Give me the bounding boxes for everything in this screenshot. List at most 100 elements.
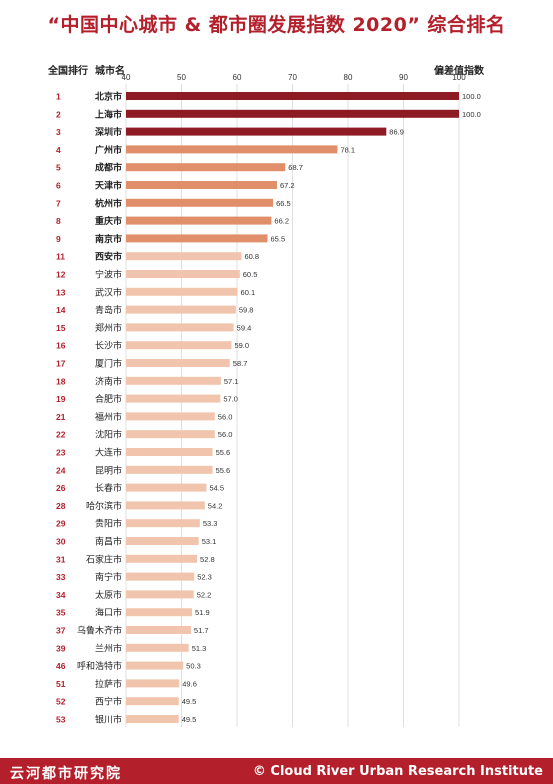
bar: [126, 430, 215, 439]
rank-label: 23: [56, 448, 66, 458]
bar: [126, 109, 459, 118]
city-label: 哈尔滨市: [86, 500, 122, 512]
value-label: 67.2: [280, 181, 295, 190]
bar: [126, 198, 274, 207]
x-tick-label: 70: [288, 73, 297, 82]
value-label: 56.0: [218, 412, 233, 421]
value-label: 52.3: [197, 573, 212, 582]
rank-label: 2: [56, 109, 61, 119]
bar: [126, 287, 238, 296]
value-label: 52.8: [200, 555, 215, 564]
rank-label: 12: [56, 270, 66, 280]
value-label: 49.5: [182, 715, 197, 724]
bar: [126, 679, 180, 688]
rank-label: 37: [56, 626, 66, 636]
rank-label: 3: [56, 127, 61, 137]
bar: [126, 181, 277, 189]
rank-label: 4: [56, 145, 61, 155]
city-label: 乌鲁木齐市: [77, 625, 122, 637]
value-label: 51.9: [195, 608, 210, 617]
footer-bar: 云河都市研究院 © Cloud River Urban Research Ins…: [0, 758, 553, 784]
value-label: 55.6: [216, 466, 231, 475]
bar: [126, 252, 242, 261]
city-label: 海口市: [95, 607, 122, 619]
value-label: 51.3: [192, 644, 207, 653]
bar: [126, 92, 459, 100]
city-label: 西宁市: [95, 696, 122, 708]
city-label: 杭州市: [95, 197, 122, 209]
value-label: 59.8: [239, 306, 254, 315]
city-label: 宁波市: [95, 269, 122, 281]
value-label: 100.0: [462, 92, 481, 101]
city-label: 贵阳市: [95, 518, 122, 530]
bar: [126, 465, 213, 474]
city-label: 昆明市: [95, 464, 122, 476]
value-label: 60.8: [244, 252, 259, 261]
city-label: 北京市: [95, 91, 122, 103]
rank-label: 22: [56, 430, 66, 440]
bar: [126, 519, 200, 528]
bar: [126, 341, 232, 350]
rank-label: 5: [56, 163, 61, 173]
city-label: 大连市: [95, 447, 122, 459]
value-label: 53.1: [202, 537, 217, 546]
value-label: 66.2: [274, 217, 289, 226]
chart-title: “中国中心城市 & 都市圈发展指数 2020” 综合排名: [47, 14, 506, 36]
bar: [126, 270, 240, 278]
value-label: 51.7: [194, 626, 209, 635]
bar: [126, 127, 387, 136]
city-column-header: 城市名: [95, 66, 125, 77]
bar: [126, 626, 191, 634]
rank-label: 29: [56, 519, 66, 529]
rank-label: 35: [56, 608, 66, 618]
rank-label: 53: [56, 715, 66, 725]
city-label: 拉萨市: [95, 678, 122, 690]
value-label: 68.7: [288, 163, 303, 172]
value-label: 49.6: [182, 679, 197, 688]
value-label: 53.3: [203, 519, 218, 528]
value-label: 65.5: [271, 234, 286, 243]
rank-label: 16: [56, 341, 66, 351]
city-label: 合肥市: [95, 393, 122, 405]
bar: [126, 394, 221, 403]
city-label: 济南市: [95, 375, 122, 387]
city-label: 武汉市: [95, 286, 122, 298]
value-label: 57.0: [223, 395, 238, 404]
city-label: 上海市: [95, 108, 122, 120]
city-label: 沈阳市: [95, 429, 122, 441]
value-label: 78.1: [340, 145, 355, 154]
rank-label: 34: [56, 590, 66, 600]
value-label: 100.0: [462, 110, 481, 119]
bar: [126, 305, 236, 314]
bar: [126, 412, 215, 421]
city-label: 重庆市: [95, 215, 122, 227]
city-label: 石家庄市: [86, 553, 122, 565]
rank-label: 1: [56, 92, 61, 102]
city-label: 厦门市: [95, 358, 122, 370]
value-label: 56.0: [218, 430, 233, 439]
rank-label: 19: [56, 394, 66, 404]
value-label: 60.1: [241, 288, 256, 297]
bar: [126, 697, 179, 706]
rank-label: 24: [56, 465, 66, 475]
rank-label: 39: [56, 643, 66, 653]
bar: [126, 234, 268, 243]
value-label: 54.5: [209, 484, 224, 493]
value-label: 52.2: [197, 590, 212, 599]
city-label: 太原市: [95, 589, 122, 601]
value-label: 58.7: [233, 359, 248, 368]
rank-label: 6: [56, 181, 61, 191]
rank-label: 46: [56, 661, 66, 671]
value-label: 86.9: [389, 128, 404, 137]
bar: [126, 376, 221, 385]
rank-label: 26: [56, 483, 66, 493]
x-tick-label: 60: [233, 73, 242, 82]
rank-label: 14: [56, 305, 66, 315]
bar: [126, 216, 272, 225]
bar: [126, 323, 234, 332]
city-label: 南宁市: [95, 571, 122, 583]
city-label: 郑州市: [95, 322, 122, 334]
city-label: 长春市: [95, 482, 122, 494]
bar: [126, 359, 230, 367]
rank-label: 31: [56, 554, 66, 564]
